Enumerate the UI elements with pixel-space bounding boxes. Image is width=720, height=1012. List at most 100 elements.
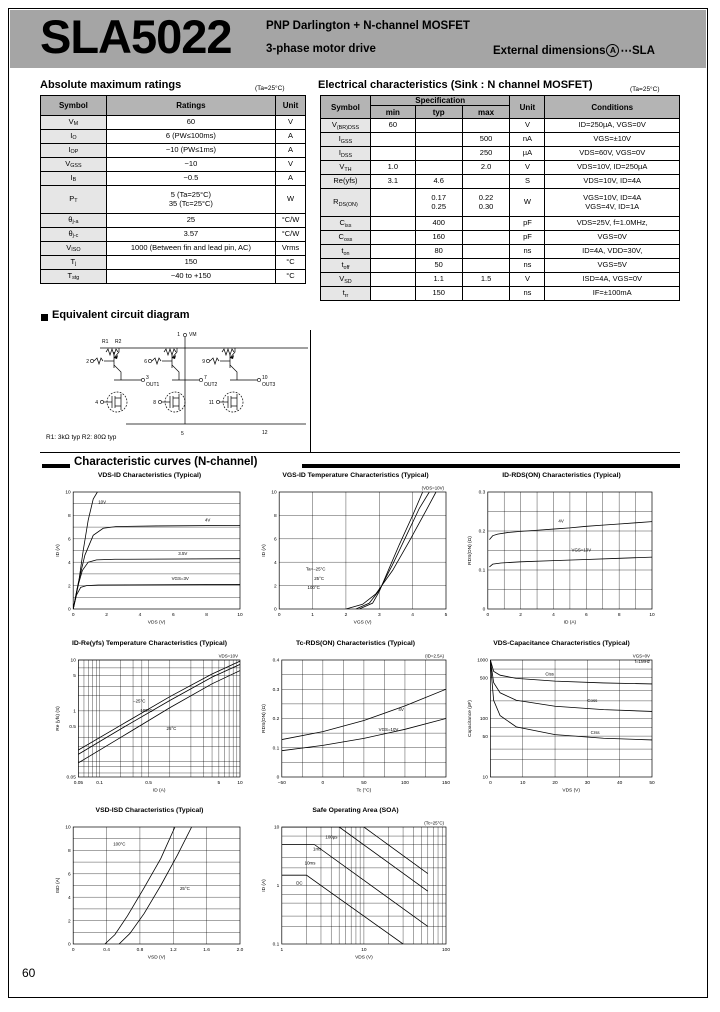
svg-text:ISD (A): ISD (A) [55,877,61,893]
svg-text:100°C: 100°C [113,842,125,847]
svg-text:8: 8 [68,848,71,854]
package-code-circle: A [606,44,620,58]
symbol-sub: DSS [340,152,353,159]
symbol-sub: GSS [340,138,353,145]
cell-ratings: −10 (PW≤1ms) [105,143,277,158]
chart-title: VSD-ISD Characteristics (Typical) [95,807,204,814]
svg-text:25°C: 25°C [167,726,177,731]
symbol-main: T [70,257,76,267]
table-row: θj-a 25 °C/W [40,213,306,228]
svg-text:(ID=2.5A): (ID=2.5A) [425,654,444,659]
abs-max-title: Absolute maximum ratings [40,79,182,91]
chart-vds-id: VDS-ID Characteristics (Typical) 0 2 4 6 8 10… [52,470,247,627]
svg-text:2: 2 [345,612,348,618]
cell-conditions: VGS=0V [544,230,680,246]
symbol-main: θ [68,229,73,239]
cell-conditions: VDS=10V, ID=250µA [544,160,680,176]
cell-symbol: θj-c [40,227,107,242]
table-header-row: Symbol Ratings Unit [40,95,306,116]
svg-text:500: 500 [480,675,488,681]
table-row: Ciss 400 pF VDS=25V, f=1.0MHz, [320,216,680,232]
svg-text:Tc (°C): Tc (°C) [357,788,372,794]
svg-text:3: 3 [378,612,381,618]
svg-text:10: 10 [483,775,489,781]
device-type: PNP Darlington + N-channel MOSFET [266,20,470,32]
external-dimensions-label: External dimensions [493,45,606,57]
circuit-label: 10 [262,375,268,381]
chart-title: Tc-RDS(ON) Characteristics (Typical) [295,640,416,647]
cell-unit: V [275,115,306,130]
symbol-main: V [68,117,74,127]
svg-text:0.8: 0.8 [137,947,144,953]
cell-unit: W [275,185,306,214]
cell-conditions: VDS=10V, ID=4A [544,174,680,190]
absolute-maximum-ratings-table: Symbol Ratings Unit VM 60 V IO 6 (PW≤100… [40,95,306,284]
header-band [10,10,706,68]
svg-text:VDS=10V: VDS=10V [219,654,238,659]
cell-symbol: IDSS [320,146,371,162]
svg-text:50: 50 [361,780,367,786]
svg-text:100: 100 [442,947,450,953]
cell-min [369,188,416,218]
svg-text:8: 8 [68,513,71,519]
svg-text:50: 50 [649,780,655,786]
cell-typ [414,160,463,176]
svg-text:6: 6 [68,872,71,878]
symbol-sub: DS(ON) [338,201,358,208]
svg-text:6: 6 [172,612,175,618]
symbol-sub: rr [344,292,349,299]
cell-symbol: Tstg [40,269,107,284]
circuit-label: 8 [153,400,156,406]
chart-plot: 0 1 2 3 4 5 0 2 4 6 8 10 VGS (V) ID (A) (VDS=10V) Ta=−2… [258,482,453,627]
circuit-label: 5 [181,431,184,437]
symbol-main: V [339,274,345,284]
section-bullet-icon [41,314,48,321]
svg-text:50: 50 [483,734,489,740]
cell-symbol: V(BR)DSS [320,118,371,134]
svg-text:0: 0 [489,780,492,786]
svg-text:10: 10 [649,612,655,618]
abs-max-condition: (Ta=25°C) [255,85,285,92]
cell-symbol: VM [40,115,107,130]
svg-text:25°C: 25°C [180,886,190,891]
chart-title: ID-Re(yfs) Temperature Characteristics (… [72,640,227,647]
cell-min [369,216,416,232]
cell-max-line2: 0.30 [478,201,494,211]
svg-text:8: 8 [618,612,621,618]
circuit-label: OUT1 [146,382,160,388]
table-row: toff 50 ns VGS=5V [320,258,680,274]
symbol-main: I [68,145,71,155]
svg-text:0: 0 [72,612,75,618]
table-row: θj-c 3.57 °C/W [40,227,306,242]
svg-text:5: 5 [73,673,76,679]
symbol-main: C [338,232,344,242]
svg-text:1: 1 [73,709,76,715]
svg-text:VGS=0V: VGS=0V [633,654,650,659]
svg-text:0: 0 [322,780,325,786]
cell-typ: 80 [414,244,463,260]
svg-text:4: 4 [274,560,277,566]
symbol-main: I [70,173,73,183]
heading-bar-right [302,464,680,468]
chart-title: VDS-ID Characteristics (Typical) [97,472,202,479]
symbol-main: R [333,197,339,207]
cell-max-line1: 0.22 [478,193,494,203]
symbol-sub: stg [72,275,80,282]
table-row: VM 60 V [40,115,306,130]
svg-text:0.4: 0.4 [273,658,280,664]
svg-text:Ciss: Ciss [545,672,554,677]
cell-typ [414,146,463,162]
part-number: SLA5022 [40,10,233,63]
characteristic-curves-title: Characteristic curves (N-channel) [74,456,258,468]
circuit-label: 3 [146,375,149,381]
cell-min [369,230,416,246]
svg-text:25°C: 25°C [314,576,324,581]
cell-min: 3.1 [369,174,416,190]
column-header-ratings: Ratings [105,95,277,116]
cell-unit: V [509,118,546,134]
svg-text:0.2: 0.2 [273,716,280,722]
svg-text:0.5: 0.5 [69,724,76,730]
svg-text:4: 4 [68,895,71,901]
cell-conditions: ID=4A, VDD=30V, [544,244,680,260]
cell-symbol: VTH [320,160,371,176]
